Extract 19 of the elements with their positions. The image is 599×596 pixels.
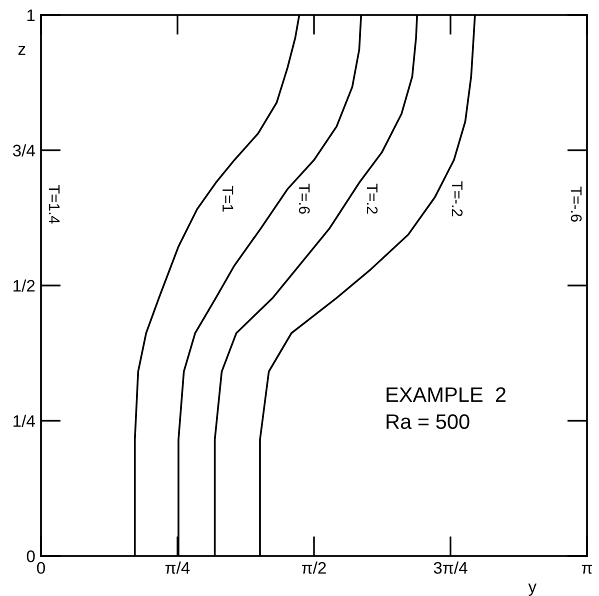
y-tick-label: 3/4 (12, 144, 35, 156)
x-tick-label: π (582, 564, 592, 574)
y-tick-label: 1/2 (14, 279, 35, 292)
text: T=-.2 (452, 181, 463, 216)
y-tick-label: 0 (26, 550, 35, 562)
x-tick-label: 0 (37, 562, 45, 574)
x-tick-label: π/2 (302, 562, 326, 574)
y-tick-label: 1/4 (14, 414, 35, 427)
y-tick-label: 1 (27, 10, 35, 22)
annotation: EXAMPLE 2 Ra = 500 (386, 387, 506, 430)
text: T=.2 (366, 184, 378, 214)
annotation: T=-.6 (570, 186, 582, 222)
y-axis-title: z (18, 46, 26, 55)
text: T=.6 (298, 184, 310, 214)
x-axis-title: y (528, 584, 537, 596)
annotation: T=1.4 (49, 184, 60, 224)
text: T=1 (222, 186, 234, 212)
x-tick-label: 3π/4 (434, 562, 468, 574)
x-tick-label: π/4 (165, 562, 190, 574)
